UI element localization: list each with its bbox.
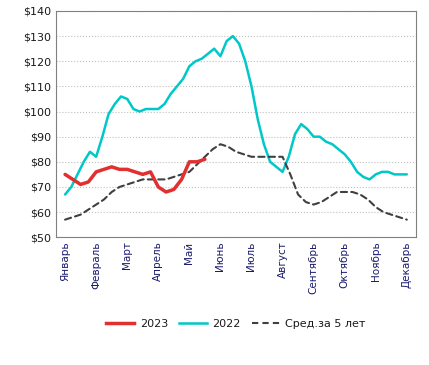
Legend: 2023, 2022, Сред.за 5 лет: 2023, 2022, Сред.за 5 лет	[102, 315, 370, 334]
